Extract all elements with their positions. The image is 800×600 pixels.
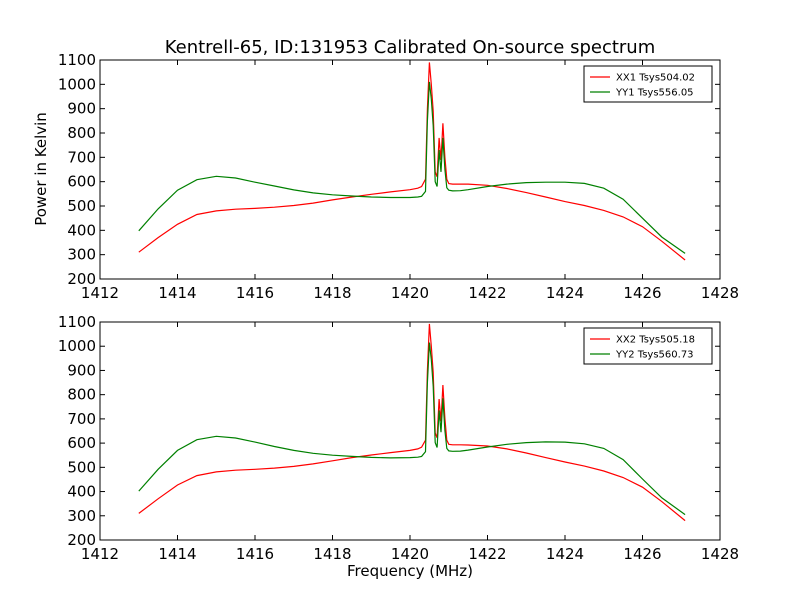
y-tick-label: 200 <box>67 270 96 288</box>
y-tick-label: 700 <box>67 148 96 166</box>
x-tick-label: 1426 <box>623 545 661 563</box>
legend-entry: YY2 Tsys560.73 <box>615 350 694 361</box>
x-tick-label: 1424 <box>546 284 584 302</box>
x-tick-label: 1428 <box>701 545 739 563</box>
x-tick-label: 1420 <box>391 545 429 563</box>
y-tick-label: 700 <box>67 410 96 428</box>
x-tick-label: 1412 <box>81 545 119 563</box>
panel-1: 1412 1414 1416 1418 1420 1422 1424 1426 1428 200 3… <box>58 51 739 302</box>
legend-box <box>583 65 713 103</box>
legend-1: XX1 Tsys504.02 YY1 Tsys556.05 <box>583 65 713 103</box>
x-tick-label: 1418 <box>313 545 351 563</box>
x-axis-label: Frequency (MHz) <box>347 562 473 580</box>
x-tick-label: 1414 <box>158 284 196 302</box>
x-tick-label: 1428 <box>701 284 739 302</box>
x-tick-label: 1422 <box>468 284 506 302</box>
x-tick-label: 1424 <box>546 545 584 563</box>
legend-entry: XX2 Tsys505.18 <box>616 335 695 346</box>
y-tick-label: 900 <box>67 361 96 379</box>
y-tick-label: 1000 <box>58 75 96 93</box>
legend-entry: XX1 Tsys504.02 <box>616 73 695 84</box>
y-tick-label: 400 <box>67 483 96 501</box>
y-tick-label: 500 <box>67 197 96 215</box>
x-tick-label: 1420 <box>391 284 429 302</box>
y-tick-label: 600 <box>67 173 96 191</box>
x-tick-label: 1416 <box>236 284 274 302</box>
x-tick-label: 1422 <box>468 545 506 563</box>
y-tick-label: 1100 <box>58 51 96 69</box>
legend-2: XX2 Tsys505.18 YY2 Tsys560.73 <box>583 327 713 365</box>
y-tick-label: 800 <box>67 386 96 404</box>
y-axis-label: Power in Kelvin <box>32 112 50 226</box>
y-tick-label: 1000 <box>58 337 96 355</box>
y-tick-label: 900 <box>67 100 96 118</box>
y-tick-label: 300 <box>67 507 96 525</box>
y-tick-label: 200 <box>67 531 96 549</box>
x-tick-label: 1414 <box>158 545 196 563</box>
y-tick-label: 800 <box>67 124 96 142</box>
series-line-1-2 <box>138 81 686 254</box>
panel-2: 1412 1414 1416 1418 1420 1422 1424 1426 1428 200 3… <box>58 313 739 563</box>
x-tick-label: 1426 <box>623 284 661 302</box>
y-tick-label: 1100 <box>58 313 96 331</box>
y-tick-label: 600 <box>67 434 96 452</box>
chart-title: Kentrell-65, ID:131953 Calibrated On-sou… <box>165 37 656 58</box>
y-tick-label: 300 <box>67 246 96 264</box>
legend-entry: YY1 Tsys556.05 <box>615 88 694 99</box>
x-tick-label: 1418 <box>313 284 351 302</box>
y-tick-label: 500 <box>67 458 96 476</box>
x-tick-label: 1416 <box>236 545 274 563</box>
x-tick-label: 1412 <box>81 284 119 302</box>
series-line-2-2 <box>138 342 686 516</box>
legend-box <box>583 327 713 365</box>
panels: 1412 1414 1416 1418 1420 1422 1424 1426 1428 200 3… <box>58 51 739 563</box>
y-tick-label: 400 <box>67 221 96 239</box>
